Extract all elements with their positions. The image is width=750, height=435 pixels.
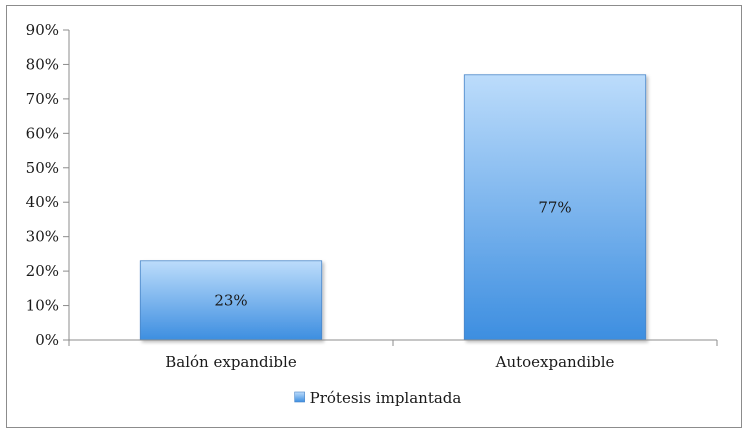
data-label: 77% — [538, 198, 571, 216]
y-tick-label: 90% — [26, 21, 59, 39]
bar — [139, 260, 323, 341]
bar-chart: 0% 10% 20% 30% 40% 50% 60% 70% 80% 90% 23% 77% Bal… — [26, 21, 718, 407]
y-tick-label: 50% — [26, 159, 59, 177]
y-tick-label: 80% — [26, 55, 59, 73]
x-category-label: Balón expandible — [165, 353, 297, 371]
legend-swatch — [294, 391, 305, 403]
y-tick-label: 20% — [26, 262, 59, 280]
y-axis: 0% 10% 20% 30% 40% 50% 60% 70% 80% 90% — [26, 21, 70, 349]
y-tick-label: 60% — [26, 124, 59, 142]
x-axis: Balón expandible Autoexpandible — [68, 339, 718, 371]
bar — [463, 74, 647, 341]
legend-label: Prótesis implantada — [310, 389, 462, 407]
y-tick-label: 70% — [26, 90, 59, 108]
bars: 23% 77% — [139, 74, 647, 341]
y-tick-label: 10% — [26, 297, 59, 315]
chart-frame: 0% 10% 20% 30% 40% 50% 60% 70% 80% 90% 23% 77% Bal… — [6, 5, 742, 428]
y-tick-label: 0% — [35, 331, 59, 349]
y-tick-label: 30% — [26, 228, 59, 246]
x-category-label: Autoexpandible — [495, 353, 615, 371]
data-label: 23% — [214, 291, 247, 309]
y-tick-label: 40% — [26, 193, 59, 211]
legend: Prótesis implantada — [294, 389, 462, 407]
